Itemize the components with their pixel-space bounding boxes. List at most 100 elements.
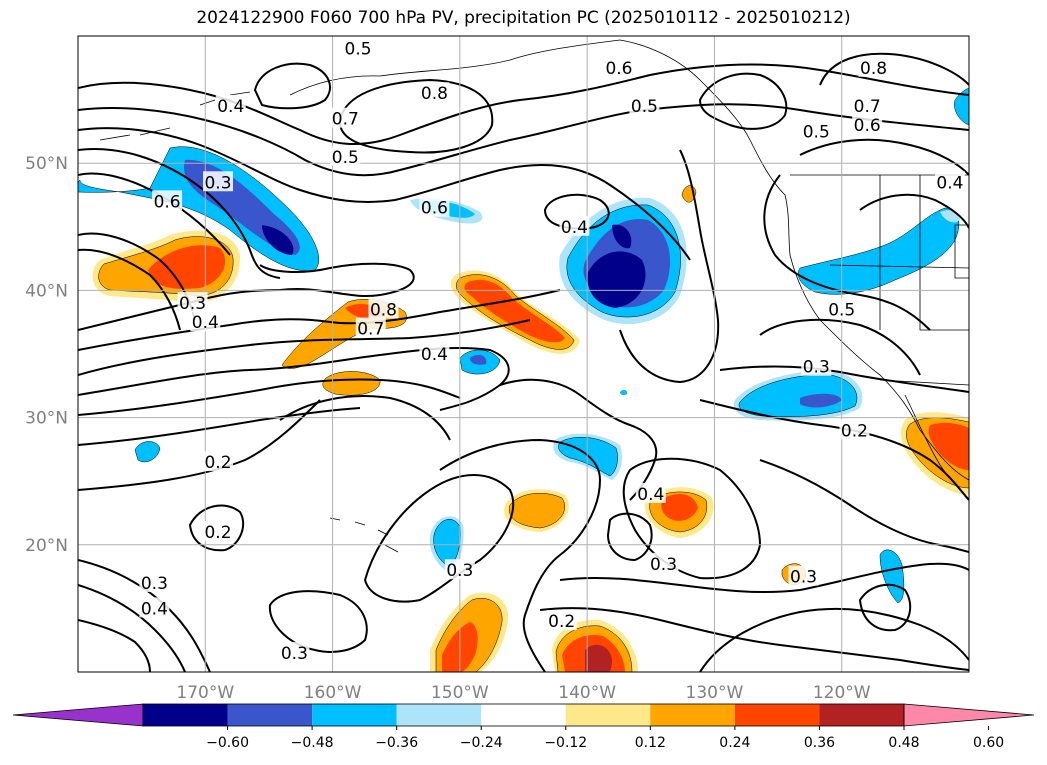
contour-line — [543, 193, 610, 230]
contour-line — [699, 607, 969, 672]
contour-line — [439, 438, 602, 672]
colorbar-swatch — [565, 704, 651, 726]
contour-line — [78, 584, 186, 672]
contour-line — [759, 318, 921, 376]
contour-label: 0.4 — [559, 215, 590, 238]
contour-line — [763, 174, 931, 331]
svg-text:0.3: 0.3 — [650, 555, 677, 575]
contour-label: 0.5 — [343, 37, 374, 60]
precip-region-neg-small-core — [470, 354, 487, 365]
colorbar-tick-label: −0.12 — [544, 735, 587, 751]
svg-text:0.7: 0.7 — [357, 320, 384, 340]
contour-line — [539, 607, 969, 671]
svg-text:0.2: 0.2 — [204, 453, 231, 473]
contour-label: 0.4 — [215, 94, 246, 117]
contour-line — [622, 457, 762, 580]
contour-line — [253, 62, 331, 110]
colorbar-swatch — [819, 704, 904, 726]
contour-label: 0.4 — [190, 311, 221, 333]
contour-line — [559, 562, 969, 594]
colorbar-swatch — [143, 704, 228, 726]
svg-text:0.3: 0.3 — [204, 173, 231, 193]
contour-line — [78, 559, 211, 672]
contour-line — [78, 407, 361, 446]
contour-label: 0.2 — [839, 419, 870, 441]
svg-text:0.7: 0.7 — [854, 97, 881, 117]
precip-region-neg-central-max — [587, 251, 646, 308]
colorbar-swatch — [227, 704, 313, 726]
contour-line — [499, 378, 658, 501]
precip-region-neg-tiny-w — [134, 441, 161, 463]
contour-label: 0.7 — [355, 317, 386, 340]
chart-title: 2024122900 F060 700 hPa PV, precipitatio… — [196, 8, 851, 28]
svg-text:0.3: 0.3 — [803, 358, 830, 378]
contour-label: 0.6 — [852, 114, 883, 136]
precip-region-neg-east-core — [800, 393, 842, 408]
contour-label: 0.3 — [648, 552, 679, 575]
colorbar-tick-label: 0.36 — [804, 735, 835, 751]
svg-text:0.5: 0.5 — [332, 148, 359, 168]
aleutian-islands — [99, 91, 251, 141]
contour-label: 0.2 — [203, 451, 234, 473]
contour-label: 0.5 — [826, 298, 857, 320]
contour-label: 0.8 — [368, 298, 399, 320]
y-tick-label: 50°N — [25, 154, 68, 174]
contour-line — [799, 138, 969, 176]
svg-text:0.6: 0.6 — [421, 199, 448, 219]
contour-line — [78, 127, 691, 261]
svg-text:0.4: 0.4 — [637, 485, 664, 505]
contour-line — [338, 78, 494, 154]
colorbar-frame — [142, 703, 905, 727]
colorbar-swatch — [396, 704, 482, 726]
svg-text:0.2: 0.2 — [204, 523, 231, 543]
contour-label: 0.8 — [858, 56, 889, 79]
coastline-layer — [99, 39, 969, 553]
svg-text:0.3: 0.3 — [141, 574, 168, 594]
contour-label: 0.4 — [934, 171, 965, 193]
svg-text:0.4: 0.4 — [936, 173, 963, 193]
contour-line — [78, 148, 281, 279]
contour-label: 0.4 — [139, 597, 170, 619]
contour-label: 0.3 — [444, 559, 475, 581]
colorbar-tick-label: 0.24 — [719, 735, 750, 751]
svg-text:0.2: 0.2 — [841, 421, 868, 441]
precip-region-neg-central-max2 — [612, 224, 632, 249]
coastline-alaska — [289, 39, 751, 141]
precip-region-pos-south-w-mid — [508, 493, 565, 529]
svg-text:0.4: 0.4 — [561, 218, 588, 238]
svg-text:0.4: 0.4 — [217, 97, 244, 117]
contour-line — [759, 459, 969, 553]
colorbar-extend-high — [903, 703, 1035, 727]
svg-text:0.5: 0.5 — [828, 300, 855, 320]
contour-line — [858, 583, 912, 632]
svg-text:0.6: 0.6 — [854, 116, 881, 136]
svg-text:0.2: 0.2 — [548, 612, 575, 632]
colorbar-tick-label: 0.60 — [973, 735, 1004, 751]
colorbar-tick-label: −0.24 — [460, 735, 503, 751]
colorbar-tick-label: −0.60 — [206, 735, 249, 751]
svg-text:0.3: 0.3 — [790, 568, 817, 588]
svg-text:0.3: 0.3 — [179, 294, 206, 314]
colorbar-tick-label: 0.12 — [635, 735, 666, 751]
contour-label: 0.5 — [801, 120, 832, 142]
colorbar-swatch — [312, 704, 397, 726]
svg-text:0.3: 0.3 — [281, 644, 308, 664]
y-tick-label: 30°N — [25, 409, 68, 429]
precip-region-pos-belt-core — [464, 279, 565, 343]
contour-label: 0.6 — [419, 196, 450, 219]
x-tick-label: 150°W — [431, 683, 489, 703]
hawaii-islands — [329, 517, 399, 553]
contour-line — [78, 289, 561, 351]
svg-text:0.4: 0.4 — [421, 345, 448, 365]
colorbar-swatch — [481, 704, 566, 726]
x-tick-label: 140°W — [558, 683, 616, 703]
precip-region-pos-small — [322, 371, 381, 396]
colorbar-swatch — [734, 704, 820, 726]
svg-text:0.5: 0.5 — [803, 122, 830, 142]
colorbar-extend-low — [12, 703, 144, 727]
contour-line — [619, 149, 720, 384]
precip-region-neg-jet-max — [262, 225, 294, 255]
contour-label: 0.8 — [419, 82, 450, 104]
axis-tick-label-layer: 170°W 160°W 150°W 140°W 130°W 120°W 20°N 30°N 40… — [25, 154, 871, 703]
